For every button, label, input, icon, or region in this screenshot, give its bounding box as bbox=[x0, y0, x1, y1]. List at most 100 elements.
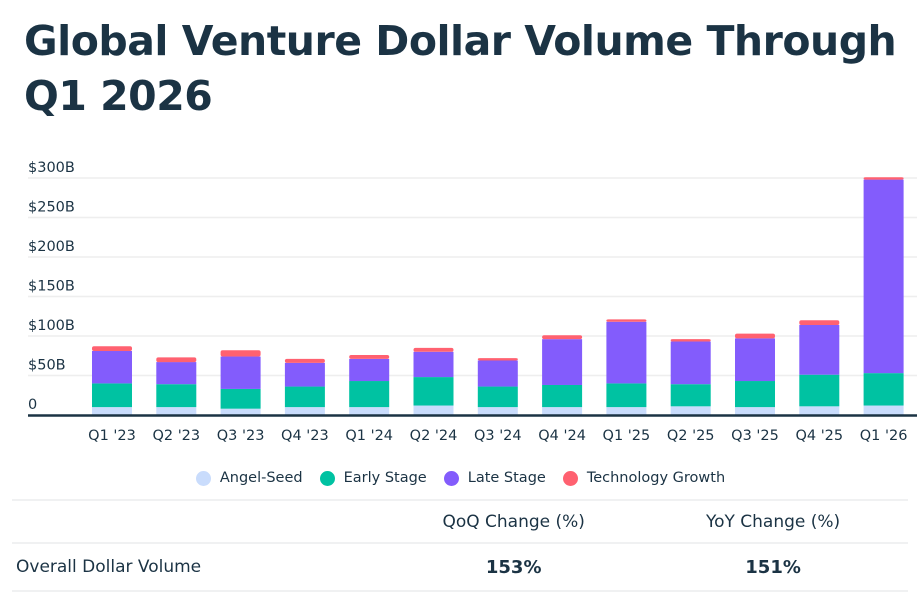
header-blank bbox=[12, 500, 389, 543]
table-row: Overall Dollar Volume 153% 151% bbox=[12, 543, 908, 591]
bar-segment-late-stage bbox=[542, 339, 583, 385]
bar-segment-technology-growth bbox=[220, 350, 261, 357]
bar-segment-technology-growth bbox=[542, 335, 583, 340]
bar-segment-angel-seed bbox=[863, 405, 904, 415]
bar-stack bbox=[542, 335, 583, 415]
x-tick-label: Q2 '24 bbox=[410, 428, 458, 444]
bar-segment-angel-seed bbox=[542, 407, 583, 415]
legend-label: Early Stage bbox=[343, 470, 427, 486]
bar-segment-early-stage bbox=[799, 374, 840, 407]
chart-legend: Angel-Seed Early Stage Late Stage Technolog… bbox=[0, 470, 921, 486]
legend-swatch-icon bbox=[195, 470, 211, 486]
bar-segment-angel-seed bbox=[220, 408, 261, 415]
bar-segment-late-stage bbox=[284, 362, 325, 387]
legend-item[interactable]: Early Stage bbox=[319, 470, 427, 486]
legend-item[interactable]: Angel-Seed bbox=[195, 470, 303, 486]
legend-label: Late Stage bbox=[467, 470, 546, 486]
bar-segment-technology-growth bbox=[863, 177, 904, 180]
x-tick-label: Q4 '24 bbox=[538, 428, 586, 444]
legend-item[interactable]: Technology Growth bbox=[562, 470, 726, 486]
bar-segment-technology-growth bbox=[670, 339, 711, 342]
page-title: Global Venture Dollar Volume Through Q1 … bbox=[24, 17, 897, 120]
bar-stack bbox=[92, 346, 132, 415]
y-tick-label: 0 bbox=[28, 397, 37, 413]
bar-stack bbox=[670, 339, 711, 415]
bar-segment-angel-seed bbox=[156, 407, 197, 415]
y-tick-label: $50B bbox=[28, 358, 66, 374]
bar-segment-early-stage bbox=[156, 384, 197, 408]
bar-stack bbox=[349, 354, 390, 415]
bar-segment-technology-growth bbox=[799, 320, 840, 325]
legend-item[interactable]: Late Stage bbox=[443, 470, 546, 486]
bar-segment-late-stage bbox=[92, 351, 132, 384]
x-tick-label: Q1 '25 bbox=[603, 428, 651, 444]
x-tick-label: Q4 '23 bbox=[281, 428, 329, 444]
row-label: Overall Dollar Volume bbox=[16, 557, 202, 577]
qoq-value: 153% bbox=[485, 556, 542, 578]
bar-stack bbox=[413, 347, 454, 415]
bar-segment-technology-growth bbox=[156, 357, 197, 363]
x-tick-label: Q3 '23 bbox=[217, 428, 265, 444]
bar-segment-technology-growth bbox=[477, 358, 518, 361]
bar-stack bbox=[284, 358, 325, 415]
x-tick-label: Q3 '25 bbox=[731, 428, 779, 444]
x-tick-label: Q2 '25 bbox=[667, 428, 715, 444]
header-yoy-change: YoY Change (%) bbox=[705, 511, 841, 532]
y-tick-label: $150B bbox=[28, 279, 75, 295]
bar-segment-angel-seed bbox=[799, 406, 840, 415]
bars bbox=[92, 177, 904, 415]
bar-segment-angel-seed bbox=[670, 406, 711, 415]
bar-segment-early-stage bbox=[284, 386, 325, 408]
x-tick-label: Q2 '23 bbox=[152, 428, 200, 444]
bar-stack bbox=[606, 319, 647, 415]
bar-segment-late-stage bbox=[156, 362, 197, 385]
bar-stack bbox=[220, 350, 261, 415]
legend-label: Technology Growth bbox=[586, 470, 726, 486]
x-tick-label: Q3 '24 bbox=[474, 428, 522, 444]
bar-segment-angel-seed bbox=[92, 407, 132, 415]
bar-segment-angel-seed bbox=[477, 407, 518, 415]
gridlines bbox=[28, 177, 917, 377]
bar-segment-late-stage bbox=[735, 338, 775, 382]
bar-segment-technology-growth bbox=[413, 347, 454, 352]
bar-segment-late-stage bbox=[606, 321, 647, 384]
bar-segment-early-stage bbox=[542, 384, 583, 408]
summary-table: QoQ Change (%) YoY Change (%) Overall Do… bbox=[12, 499, 908, 592]
bar-segment-technology-growth bbox=[284, 358, 325, 363]
bar-stack bbox=[156, 357, 197, 415]
legend-label: Angel-Seed bbox=[219, 470, 303, 486]
y-tick-label: $200B bbox=[28, 239, 75, 255]
bar-stack bbox=[735, 333, 775, 415]
yoy-value: 151% bbox=[745, 556, 801, 578]
bar-segment-early-stage bbox=[220, 388, 261, 409]
x-tick-label: Q1 '24 bbox=[345, 428, 393, 444]
bar-segment-angel-seed bbox=[606, 407, 647, 415]
bar-stack bbox=[863, 177, 904, 415]
bar-segment-angel-seed bbox=[284, 407, 325, 415]
x-axis-ticks: Q1 '23 Q2 '23 Q3 '23 Q4 '23 Q1 '24 Q2 '24 Q3 '… bbox=[88, 428, 907, 444]
bar-segment-angel-seed bbox=[413, 405, 454, 415]
legend-swatch-icon bbox=[319, 470, 335, 486]
bar-segment-early-stage bbox=[863, 373, 904, 406]
bar-segment-early-stage bbox=[92, 383, 132, 408]
bar-segment-late-stage bbox=[349, 358, 390, 382]
bar-segment-early-stage bbox=[606, 383, 647, 408]
summary-table-header: QoQ Change (%) YoY Change (%) bbox=[12, 500, 908, 543]
legend-swatch-icon bbox=[562, 470, 578, 486]
bar-segment-early-stage bbox=[477, 386, 518, 408]
bar-stack bbox=[799, 320, 840, 415]
bar-segment-technology-growth bbox=[92, 346, 132, 352]
y-tick-label: $250B bbox=[28, 200, 75, 216]
bar-segment-technology-growth bbox=[735, 333, 775, 339]
bar-segment-early-stage bbox=[670, 384, 711, 407]
header-qoq-change: QoQ Change (%) bbox=[442, 511, 585, 532]
bar-segment-late-stage bbox=[477, 360, 518, 387]
x-tick-label: Q1 '23 bbox=[88, 428, 136, 444]
x-tick-label: Q4 '25 bbox=[795, 428, 843, 444]
bar-stack bbox=[477, 358, 518, 415]
bar-segment-late-stage bbox=[863, 179, 904, 374]
stacked-bar-chart: 0 $50B $100B $150B $200B $250B $300B Q1 '23 Q2 … bbox=[28, 160, 917, 444]
bar-segment-early-stage bbox=[349, 381, 390, 408]
bar-segment-early-stage bbox=[413, 377, 454, 406]
bar-segment-angel-seed bbox=[735, 407, 775, 415]
